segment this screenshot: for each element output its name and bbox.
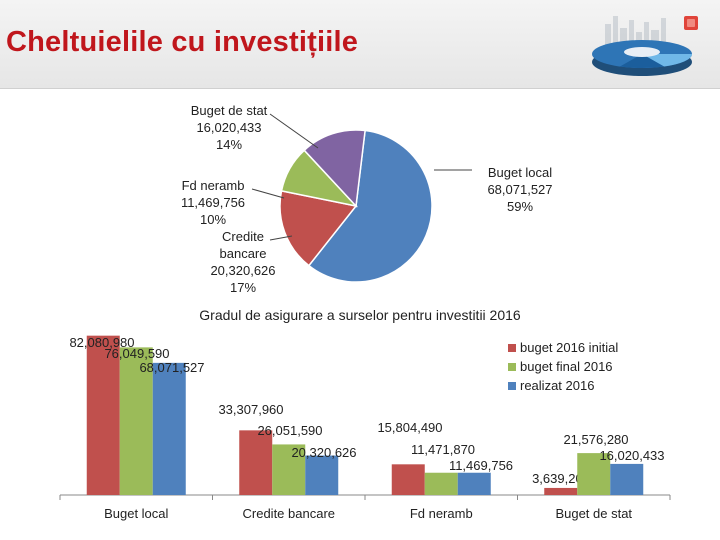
- legend-entry: buget 2016 initial: [520, 340, 618, 355]
- logo-icon: [592, 16, 698, 76]
- bar: [239, 430, 273, 495]
- bar-data-label: 16,020,433: [599, 448, 664, 463]
- pie-label: Credite: [222, 229, 264, 244]
- bar-data-label: 3,639,200: [532, 471, 590, 486]
- bar: [424, 472, 458, 495]
- bar-chart-title: Gradul de asigurare a surselor pentru in…: [199, 307, 521, 323]
- bar: [305, 455, 339, 495]
- bar-data-label: 20,320,626: [291, 445, 356, 460]
- bar: [391, 464, 425, 495]
- pie-label: bancare: [220, 246, 267, 261]
- legend-swatch: [508, 344, 516, 352]
- pie-percent-label: 14%: [216, 137, 242, 152]
- pie-value-label: 68,071,527: [487, 182, 552, 197]
- pie-percent-label: 17%: [230, 280, 256, 295]
- pie-slice: [279, 189, 358, 267]
- bar-data-label: 21,576,280: [563, 432, 628, 447]
- legend-swatch: [508, 363, 516, 371]
- bar: [457, 472, 491, 495]
- legend-swatch: [508, 382, 516, 390]
- bar: [272, 444, 306, 495]
- bar-data-label: 11,469,756: [449, 458, 513, 473]
- pie-chart: Buget local 68,071,527 59% Credite bancare 20…: [181, 103, 553, 295]
- pie-percent-label: 10%: [200, 212, 226, 227]
- bar-data-label: 26,051,590: [257, 423, 322, 438]
- bar-data-label: 68,071,527: [139, 360, 204, 375]
- pie-percent-label: 59%: [507, 199, 533, 214]
- bar: [544, 487, 578, 495]
- pie-leader-line: [251, 188, 285, 199]
- bar: [86, 335, 120, 495]
- bar-chart: Gradul de asigurare a surselor pentru in…: [59, 307, 671, 521]
- legend-entry: buget final 2016: [520, 359, 613, 374]
- pie-label: Fd neramb: [182, 178, 245, 193]
- x-tick-label: Fd neramb: [410, 506, 473, 521]
- pie-value-label: 11,469,756: [181, 195, 245, 210]
- pie-slice: [303, 129, 366, 208]
- pie-value-label: 20,320,626: [210, 263, 275, 278]
- x-tick-label: Credite bancare: [243, 506, 336, 521]
- slide-title: Cheltuielile cu investițiile: [6, 26, 359, 58]
- pie-label: Buget local: [488, 165, 552, 180]
- legend-entry: realizat 2016: [520, 378, 594, 393]
- bar-data-label: 11,471,870: [411, 442, 475, 457]
- bar: [119, 347, 153, 495]
- pie-value-label: 16,020,433: [196, 120, 261, 135]
- bar-data-label: 82,080,980: [69, 335, 134, 350]
- x-tick-label: Buget local: [104, 506, 168, 521]
- bar: [610, 463, 644, 495]
- bar-data-label: 76,049,590: [104, 346, 169, 361]
- bar: [152, 362, 186, 495]
- bar-data-label: 33,307,960: [218, 402, 283, 417]
- pie-leader-line: [269, 113, 319, 149]
- bar-data-label: 15,804,490: [377, 420, 442, 435]
- x-tick-label: Buget de stat: [555, 506, 632, 521]
- slide-header: Cheltuielile cu investițiile: [0, 0, 720, 89]
- pie-slice: [307, 129, 433, 283]
- pie-label: Buget de stat: [191, 103, 268, 118]
- bar: [577, 453, 611, 495]
- pie-leader-line: [269, 235, 293, 241]
